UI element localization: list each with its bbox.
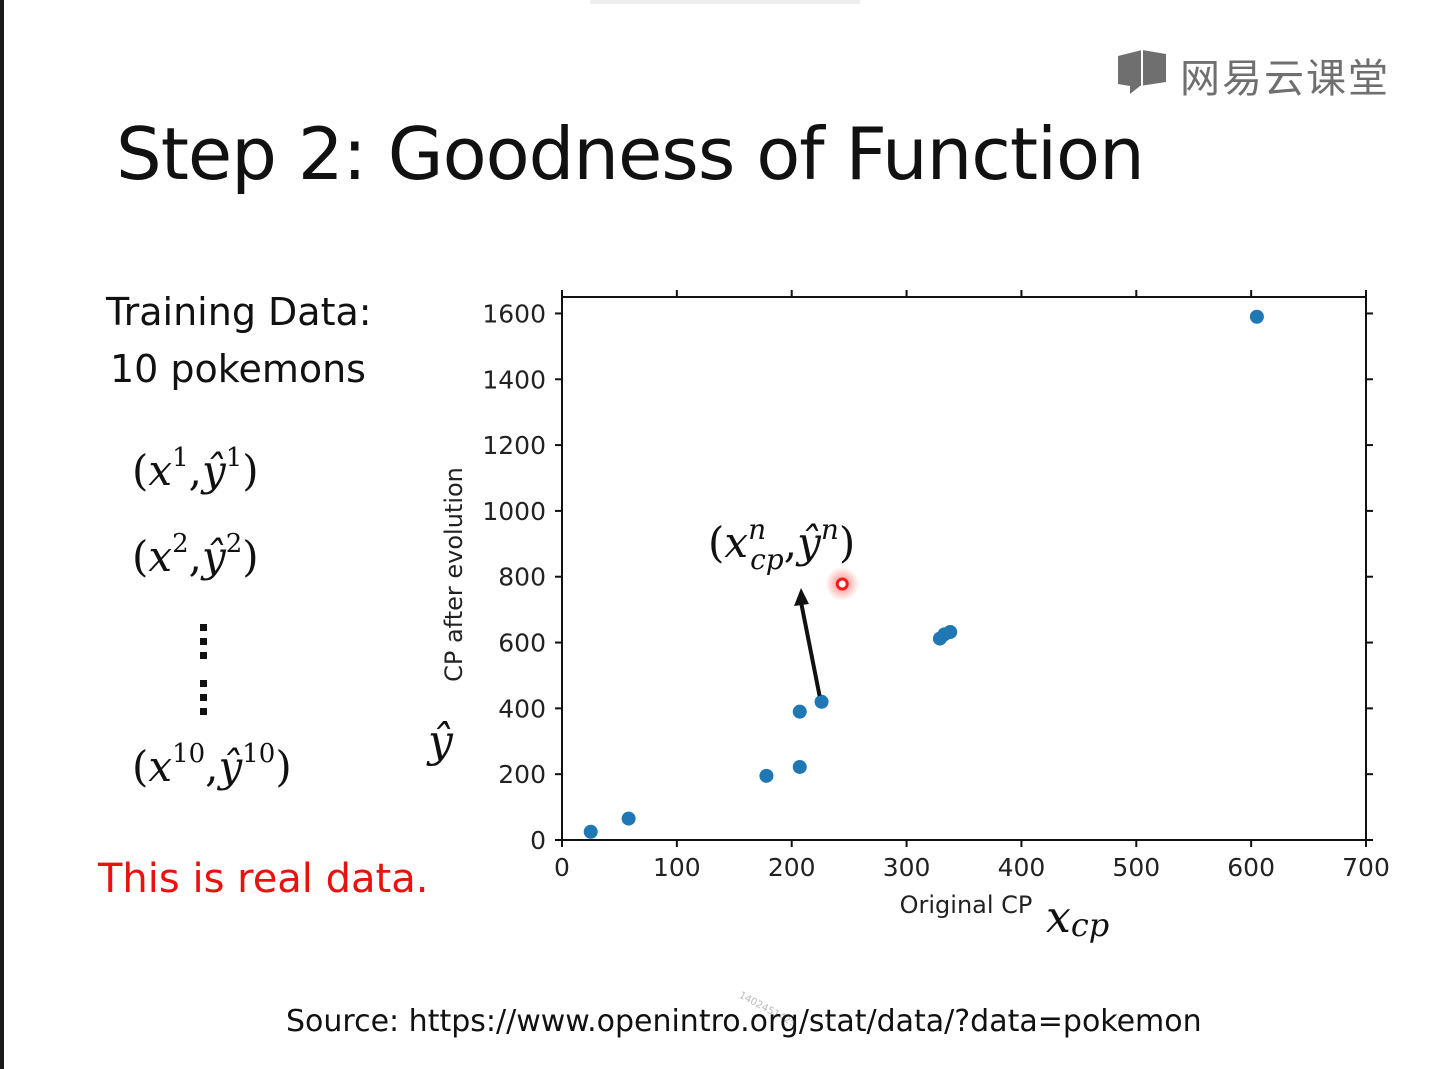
tuple-10: (x10,ŷ10) (132, 739, 292, 791)
x-tick-label: 200 (768, 853, 816, 882)
x-tick-label: 600 (1227, 853, 1275, 882)
x-tick-label: 700 (1342, 853, 1390, 882)
x-cp-sub: cp (1070, 906, 1110, 944)
tuple-y-sup: 2 (225, 529, 243, 559)
data-point (792, 759, 807, 774)
comma: , (188, 532, 202, 581)
vertical-dots-1 (200, 624, 212, 666)
tuple-y-sup: 10 (242, 739, 276, 769)
x-axis-label: Original CP (900, 891, 1033, 919)
left-edge-bar (0, 0, 4, 1069)
paren-open: ( (132, 446, 149, 495)
vertical-dots-2 (200, 680, 212, 722)
annot-x-sup: n (748, 513, 767, 546)
netease-cloud-classroom-logo: 网易云课堂 (1116, 44, 1406, 102)
annot-comma: , (783, 518, 798, 567)
data-point (759, 768, 774, 783)
x-tick-label: 100 (653, 853, 701, 882)
data-point (814, 694, 829, 709)
tuple-y: ŷ (201, 532, 226, 581)
top-edge-shadow (590, 0, 860, 4)
data-point (943, 625, 958, 640)
paren-close: ) (242, 446, 259, 495)
tuple-x: x (148, 532, 173, 581)
tuple-x: x (148, 742, 173, 791)
tuple-x-sup: 10 (172, 739, 206, 769)
paren-close: ) (242, 532, 259, 581)
y-tick-label: 0 (530, 826, 546, 855)
y-tick-label: 1600 (482, 299, 546, 328)
chat-bubble-icon (1118, 50, 1166, 94)
y-hat-symbol: ŷ (428, 716, 453, 767)
tuple-x: x (148, 446, 173, 495)
y-tick-label: 1400 (482, 365, 546, 394)
highlight-point (835, 577, 849, 591)
paren-open: ( (132, 532, 149, 581)
tuple-1: (x1,ŷ1) (132, 443, 259, 495)
paren-open: ( (132, 742, 149, 791)
y-tick-label: 1200 (482, 431, 546, 460)
real-data-note: This is real data. (98, 856, 429, 902)
x-tick-label: 0 (554, 853, 570, 882)
logo-text: 网易云课堂 (1180, 56, 1390, 102)
y-tick-label: 600 (498, 629, 546, 658)
paren-close: ) (275, 742, 292, 791)
tuple-y-sup: 1 (225, 443, 243, 473)
x-cp-main: x (1046, 892, 1071, 943)
y-tick-label: 1000 (482, 497, 546, 526)
data-point (583, 824, 598, 839)
training-count-label: 10 pokemons (110, 347, 366, 391)
data-point (621, 811, 636, 826)
x-cp-symbol: xcp (1046, 892, 1110, 944)
data-point (792, 704, 807, 719)
tuple-2: (x2,ŷ2) (132, 529, 259, 581)
plot-frame (561, 296, 1367, 841)
source-citation: Source: https://www.openintro.org/stat/d… (286, 1004, 1202, 1039)
annot-y-sup: n (820, 513, 839, 546)
x-tick-label: 300 (883, 853, 931, 882)
annot-y: ŷ (797, 518, 821, 567)
data-point (1249, 309, 1264, 324)
annot-x: x (724, 518, 749, 567)
y-axis-label: CP after evolution (440, 467, 468, 682)
tuple-y: ŷ (201, 446, 226, 495)
tuple-x-sup: 2 (172, 529, 189, 559)
point-annotation: (xncp,ŷn) (708, 513, 856, 576)
annot-paren-open: ( (708, 518, 725, 567)
x-tick-label: 500 (1112, 853, 1160, 882)
slide-title: Step 2: Goodness of Function (116, 112, 1145, 196)
comma: , (188, 446, 202, 495)
comma: , (205, 742, 219, 791)
tuple-y: ŷ (218, 742, 243, 791)
y-tick-label: 400 (498, 694, 546, 723)
training-data-label: Training Data: (106, 290, 372, 334)
tuple-x-sup: 1 (172, 443, 189, 473)
x-tick-label: 400 (998, 853, 1046, 882)
annotation-arrow-head (794, 588, 809, 606)
y-tick-label: 200 (498, 760, 546, 789)
y-tick-label: 800 (498, 563, 546, 592)
annotation-arrow-line (799, 601, 822, 697)
annot-paren-close: ) (838, 518, 856, 567)
annot-x-sub: cp (750, 543, 784, 576)
